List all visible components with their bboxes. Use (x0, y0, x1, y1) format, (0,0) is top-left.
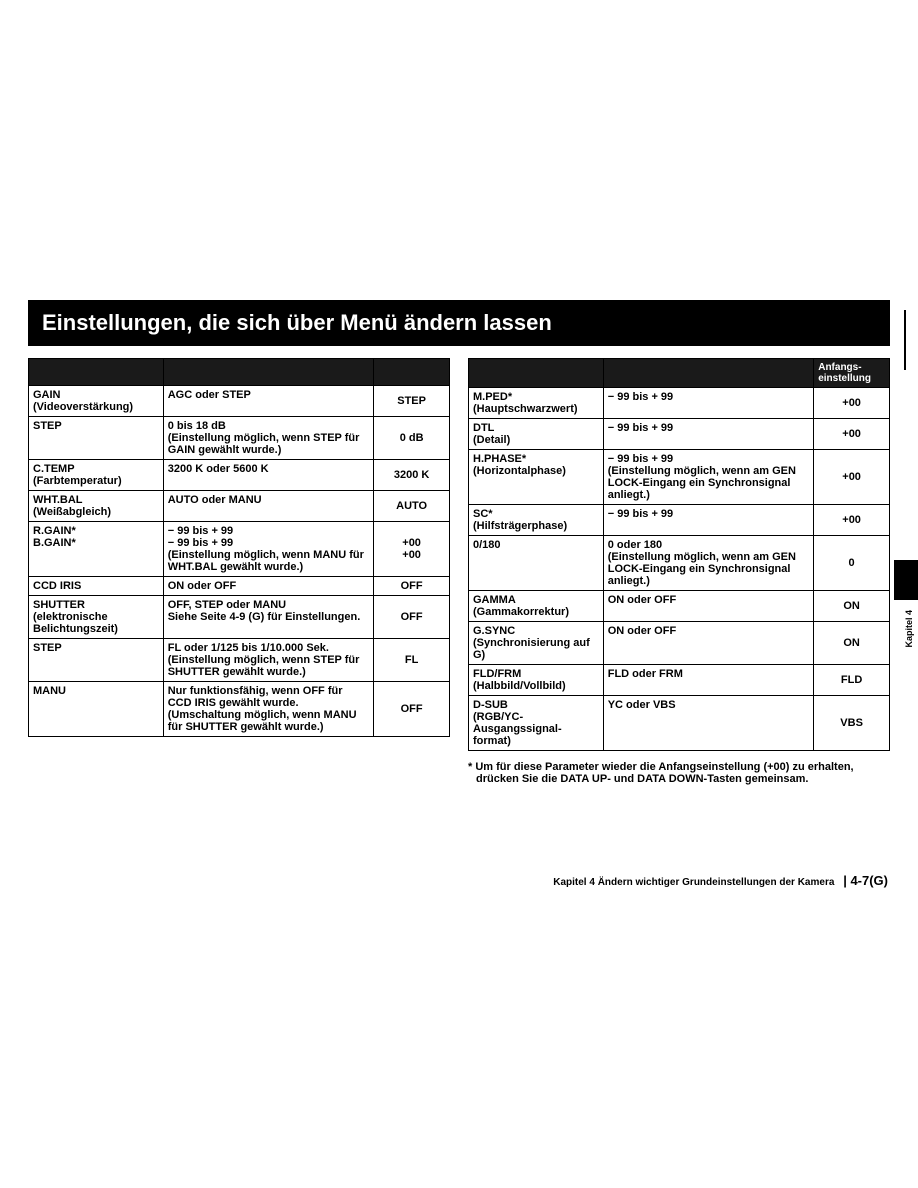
desc-cell: 3200 K oder 5600 K (163, 460, 374, 491)
param-cell: STEP (29, 417, 164, 460)
param-cell: 0/180 (469, 536, 604, 591)
table-row: R.GAIN* B.GAIN*− 99 bis + 99 − 99 bis + … (29, 522, 450, 577)
value-cell: +00 +00 (374, 522, 450, 577)
page-footer: Kapitel 4 Ändern wichtiger Grundeinstell… (553, 873, 888, 888)
table-row: GAMMA(Gammakorrektur)ON oder OFFON (469, 591, 890, 622)
value-cell: +00 (814, 505, 890, 536)
thumb-tab (894, 560, 918, 600)
param-cell: MANU (29, 682, 164, 737)
desc-cell: − 99 bis + 99 (Einstellung möglich, wenn… (603, 450, 814, 505)
table-row: M.PED*(Hauptschwarzwert)− 99 bis + 99+00 (469, 388, 890, 419)
desc-cell: 0 bis 18 dB (Einstellung möglich, wenn S… (163, 417, 374, 460)
table-row: GAIN(Videoverstärkung)AGC oder STEPSTEP (29, 386, 450, 417)
param-cell: H.PHASE*(Horizontalphase) (469, 450, 604, 505)
value-cell: +00 (814, 419, 890, 450)
table-row: G.SYNC(Synchronisierung auf G)ON oder OF… (469, 622, 890, 665)
value-cell: 3200 K (374, 460, 450, 491)
param-cell: DTL(Detail) (469, 419, 604, 450)
table-row: H.PHASE*(Horizontalphase)− 99 bis + 99 (… (469, 450, 890, 505)
param-cell: G.SYNC(Synchronisierung auf G) (469, 622, 604, 665)
table-row: STEP0 bis 18 dB (Einstellung möglich, we… (29, 417, 450, 460)
desc-cell: YC oder VBS (603, 696, 814, 751)
value-cell: ON (814, 622, 890, 665)
value-cell: OFF (374, 577, 450, 596)
page-title: Einstellungen, die sich über Menü ändern… (28, 300, 890, 346)
footnote: * Um für diese Parameter wieder die Anfa… (468, 761, 890, 785)
table-row: CCD IRISON oder OFFOFF (29, 577, 450, 596)
settings-table-right: Anfangs- einstellung M.PED*(Hauptschwarz… (468, 358, 890, 751)
desc-cell: FLD oder FRM (603, 665, 814, 696)
table-row: MANUNur funktionsfähig, wenn OFF für CCD… (29, 682, 450, 737)
value-cell: +00 (814, 450, 890, 505)
value-cell: 0 (814, 536, 890, 591)
table-row: STEPFL oder 1/125 bis 1/10.000 Sek. (Ein… (29, 639, 450, 682)
value-cell: AUTO (374, 491, 450, 522)
value-cell: FL (374, 639, 450, 682)
table-row: C.TEMP(Farbtemperatur)3200 K oder 5600 K… (29, 460, 450, 491)
param-cell: SHUTTER(elektronische Belichtungszeit) (29, 596, 164, 639)
param-cell: GAIN(Videoverstärkung) (29, 386, 164, 417)
value-cell: +00 (814, 388, 890, 419)
table-row: DTL(Detail)− 99 bis + 99+00 (469, 419, 890, 450)
param-cell: D-SUB(RGB/YC-Ausgangssignal-format) (469, 696, 604, 751)
desc-cell: − 99 bis + 99 (603, 505, 814, 536)
value-cell: OFF (374, 682, 450, 737)
margin-mark (904, 310, 906, 370)
table-header (163, 359, 374, 386)
table-header: Anfangs- einstellung (814, 359, 890, 388)
desc-cell: − 99 bis + 99 (603, 419, 814, 450)
param-cell: SC*(Hilfsträgerphase) (469, 505, 604, 536)
table-header (29, 359, 164, 386)
tables-wrapper: GAIN(Videoverstärkung)AGC oder STEPSTEPS… (28, 358, 890, 785)
value-cell: STEP (374, 386, 450, 417)
param-cell: R.GAIN* B.GAIN* (29, 522, 164, 577)
settings-table-left: GAIN(Videoverstärkung)AGC oder STEPSTEPS… (28, 358, 450, 737)
footer-page-number: | 4-7(G) (843, 873, 888, 888)
param-cell: M.PED*(Hauptschwarzwert) (469, 388, 604, 419)
footer-chapter: Kapitel 4 Ändern wichtiger Grundeinstell… (553, 877, 834, 888)
param-cell: FLD/FRM(Halbbild/Vollbild) (469, 665, 604, 696)
desc-cell: ON oder OFF (603, 622, 814, 665)
param-cell: CCD IRIS (29, 577, 164, 596)
table-row: SHUTTER(elektronische Belichtungszeit)OF… (29, 596, 450, 639)
thumb-tab-label: Kapitel 4 (904, 610, 914, 648)
table-row: SC*(Hilfsträgerphase)− 99 bis + 99+00 (469, 505, 890, 536)
table-header (469, 359, 604, 388)
table-header (603, 359, 814, 388)
param-cell: GAMMA(Gammakorrektur) (469, 591, 604, 622)
desc-cell: Nur funktionsfähig, wenn OFF für CCD IRI… (163, 682, 374, 737)
desc-cell: − 99 bis + 99 (603, 388, 814, 419)
table-header (374, 359, 450, 386)
value-cell: FLD (814, 665, 890, 696)
table-row: 0/1800 oder 180 (Einstellung möglich, we… (469, 536, 890, 591)
desc-cell: AGC oder STEP (163, 386, 374, 417)
table-row: D-SUB(RGB/YC-Ausgangssignal-format)YC od… (469, 696, 890, 751)
desc-cell: − 99 bis + 99 − 99 bis + 99 (Einstellung… (163, 522, 374, 577)
table-row: FLD/FRM(Halbbild/Vollbild)FLD oder FRMFL… (469, 665, 890, 696)
desc-cell: FL oder 1/125 bis 1/10.000 Sek. (Einstel… (163, 639, 374, 682)
param-cell: WHT.BAL(Weißabgleich) (29, 491, 164, 522)
param-cell: STEP (29, 639, 164, 682)
desc-cell: ON oder OFF (163, 577, 374, 596)
desc-cell: OFF, STEP oder MANU Siehe Seite 4-9 (G) … (163, 596, 374, 639)
param-cell: C.TEMP(Farbtemperatur) (29, 460, 164, 491)
value-cell: OFF (374, 596, 450, 639)
desc-cell: ON oder OFF (603, 591, 814, 622)
value-cell: VBS (814, 696, 890, 751)
value-cell: ON (814, 591, 890, 622)
desc-cell: 0 oder 180 (Einstellung möglich, wenn am… (603, 536, 814, 591)
desc-cell: AUTO oder MANU (163, 491, 374, 522)
table-row: WHT.BAL(Weißabgleich)AUTO oder MANUAUTO (29, 491, 450, 522)
value-cell: 0 dB (374, 417, 450, 460)
